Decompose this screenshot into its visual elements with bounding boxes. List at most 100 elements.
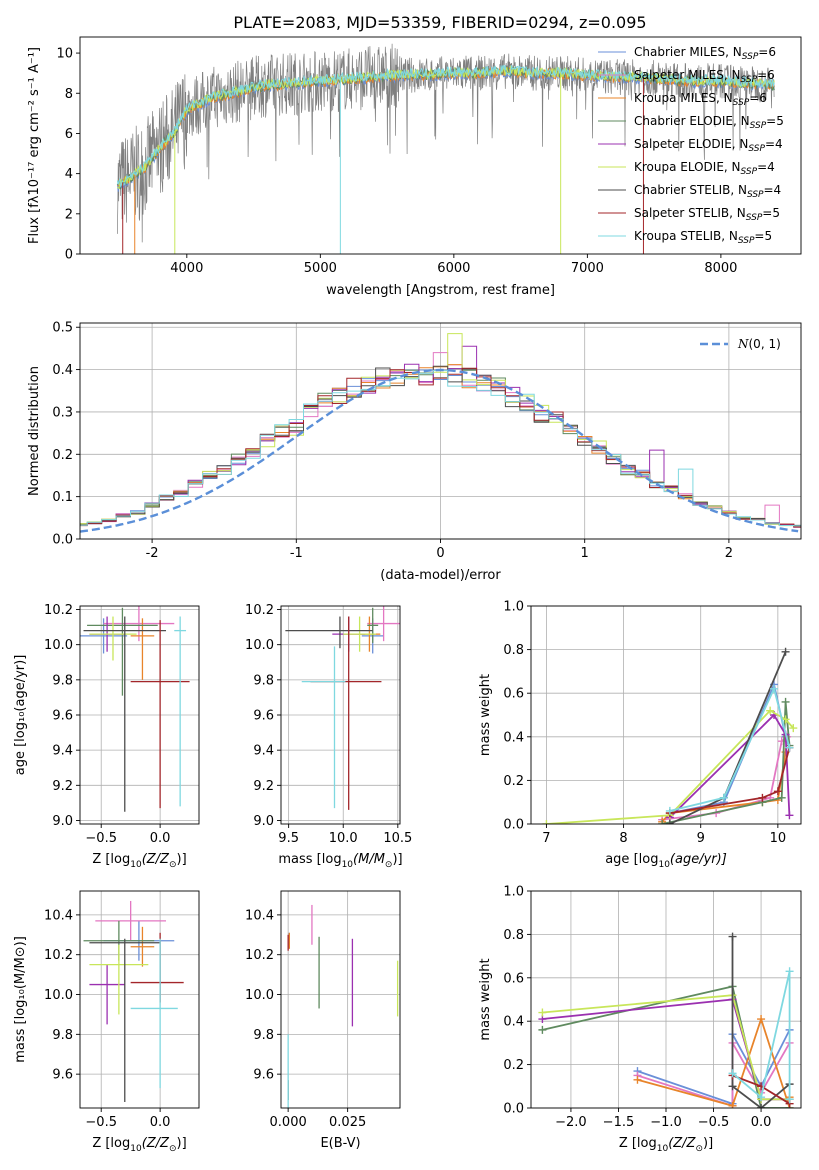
mass-vs-ebv-panel: 0.000 0.025 9.6 9.8 10.0 10.2 10.4 E(B-V)	[245, 890, 401, 1151]
y-tick-label: 0.3	[52, 405, 73, 420]
mass-weight-vs-metallicity-panel: −2.0 −1.5 −1.0 −0.5 0.0 0.0 0.2 0.4 0.6 0.8 1.0 Z […	[478, 885, 802, 1154]
y-tick-label: 1.0	[503, 600, 524, 615]
y-tick-label: 9.2	[253, 779, 274, 794]
weight-line-kroupa-stelib	[731, 971, 791, 1100]
histogram-kroupa-miles	[80, 364, 801, 527]
x-axis-label: E(B-V)	[320, 1136, 360, 1151]
axes-frame	[280, 890, 401, 1109]
plot-area	[285, 606, 400, 810]
figure-title: PLATE=2083, MJD=53359, FIBERID=0294, z=0…	[233, 13, 646, 32]
plot-area	[80, 606, 190, 812]
x-tick-label: 0	[436, 546, 444, 561]
weight-line-kroupa-elodie	[542, 994, 790, 1101]
normal-reference-curve	[80, 368, 799, 533]
y-tick-label: 10.0	[245, 988, 274, 1003]
legend-entry: Kroupa MILES, NSSP=6	[634, 91, 767, 108]
weight-marker	[658, 820, 667, 824]
weight-marker	[633, 1075, 642, 1084]
y-tick-label: 0.0	[503, 818, 524, 833]
x-axis-label: age [log10(age/yr)]	[605, 852, 727, 870]
x-tick-label: −0.5	[698, 1115, 730, 1130]
weight-marker	[777, 793, 786, 802]
weight-marker	[785, 811, 794, 820]
y-tick-label: 9.4	[52, 744, 73, 759]
y-tick-label: 9.0	[52, 814, 73, 829]
y-tick-label: 6	[65, 127, 73, 142]
y-tick-label: 0.6	[503, 971, 524, 986]
x-axis-label: wavelength [Angstrom, rest frame]	[326, 283, 555, 298]
plot-area	[287, 904, 399, 1108]
x-tick-label: 0.0	[751, 1115, 772, 1130]
plot-area	[538, 932, 794, 1108]
x-tick-label: 0.000	[270, 1115, 307, 1130]
x-tick-label: 0.0	[150, 1115, 171, 1130]
x-tick-label: 8	[619, 831, 627, 846]
observed-spectrum	[117, 43, 775, 243]
y-tick-label: 9.0	[253, 814, 274, 829]
axes-frame	[530, 605, 802, 825]
legend-entry: Salpeter MILES, NSSP=6	[634, 68, 775, 85]
weight-marker	[789, 724, 798, 733]
legend-entry: Salpeter ELODIE, NSSP=4	[634, 137, 783, 154]
y-tick-label: 9.8	[52, 1028, 73, 1043]
age-vs-mass-panel: 9.5 10.0 10.5 9.0 9.2 9.4 9.6 9.8 10.0 10.2 mass […	[245, 603, 412, 870]
y-tick-label: 8	[65, 87, 73, 102]
weight-marker	[785, 967, 794, 976]
y-axis-label: mass weight	[478, 674, 493, 756]
x-axis-label: Z [log10(Z/Z⊙)]	[92, 852, 186, 870]
y-tick-label: 9.8	[253, 1028, 274, 1043]
y-tick-label: 10.4	[44, 908, 73, 923]
y-tick-label: 10.2	[245, 948, 274, 963]
legend-entry: N(0, 1)	[737, 337, 781, 351]
y-tick-label: 9.6	[253, 709, 274, 724]
weight-marker	[665, 820, 674, 824]
weight-marker	[728, 1069, 737, 1078]
weight-marker	[728, 1101, 737, 1108]
weight-marker	[728, 932, 737, 941]
y-tick-label: 10.2	[44, 948, 73, 963]
y-tick-label: 10.0	[245, 638, 274, 653]
y-tick-label: 0.4	[503, 1015, 524, 1030]
weight-line-salpeter-stelib	[669, 747, 791, 814]
y-tick-label: 2	[65, 207, 73, 222]
weight-marker	[665, 806, 674, 815]
x-tick-label: 9	[697, 831, 705, 846]
x-tick-label: 4000	[170, 261, 203, 276]
y-tick-label: 10.0	[44, 988, 73, 1003]
age-vs-metallicity-panel: −0.5 0.0 9.0 9.2 9.4 9.6 9.8 10.0 10.2 Z [log10(Z…	[13, 603, 200, 870]
x-tick-label: 10.0	[329, 831, 358, 846]
x-tick-label: 8000	[704, 261, 737, 276]
x-tick-label: -1	[290, 546, 303, 561]
y-tick-label: 0.8	[503, 928, 524, 943]
y-tick-label: 4	[65, 167, 73, 182]
axes-frame	[79, 36, 802, 255]
weight-line-kroupa-stelib	[669, 686, 791, 812]
x-tick-label: 10.5	[383, 831, 412, 846]
y-tick-label: 0.0	[503, 1102, 524, 1117]
y-tick-label: 0.2	[503, 774, 524, 789]
y-tick-label: 0.2	[503, 1058, 524, 1073]
y-axis-label: mass [log₁₀(M/M⊙)]	[13, 936, 28, 1063]
y-tick-label: 9.2	[52, 779, 73, 794]
weight-marker	[785, 1095, 794, 1104]
x-tick-label: 7	[542, 831, 550, 846]
y-axis-label: age [log₁₀(age/yr)]	[13, 655, 28, 776]
weight-marker	[719, 793, 728, 802]
y-tick-label: 9.6	[253, 1068, 274, 1083]
weight-marker	[538, 1025, 547, 1034]
x-tick-label: −1.0	[650, 1115, 682, 1130]
x-axis-label: Z [log10(Z/Z⊙)]	[619, 1136, 713, 1154]
legend-entry: Chabrier ELODIE, NSSP=5	[634, 114, 784, 131]
legend-entry: Kroupa ELODIE, NSSP=4	[634, 160, 775, 177]
y-tick-label: 10.2	[44, 603, 73, 618]
weight-marker	[781, 697, 790, 706]
y-tick-label: 9.4	[253, 744, 274, 759]
y-tick-label: 0.6	[503, 687, 524, 702]
y-tick-label: 0.4	[52, 363, 73, 378]
y-tick-label: 0.5	[52, 321, 73, 336]
legend-entry: Chabrier MILES, NSSP=6	[634, 45, 776, 62]
weight-marker	[757, 1015, 766, 1024]
x-tick-label: −0.5	[85, 1115, 117, 1130]
y-tick-label: 0.2	[52, 448, 73, 463]
